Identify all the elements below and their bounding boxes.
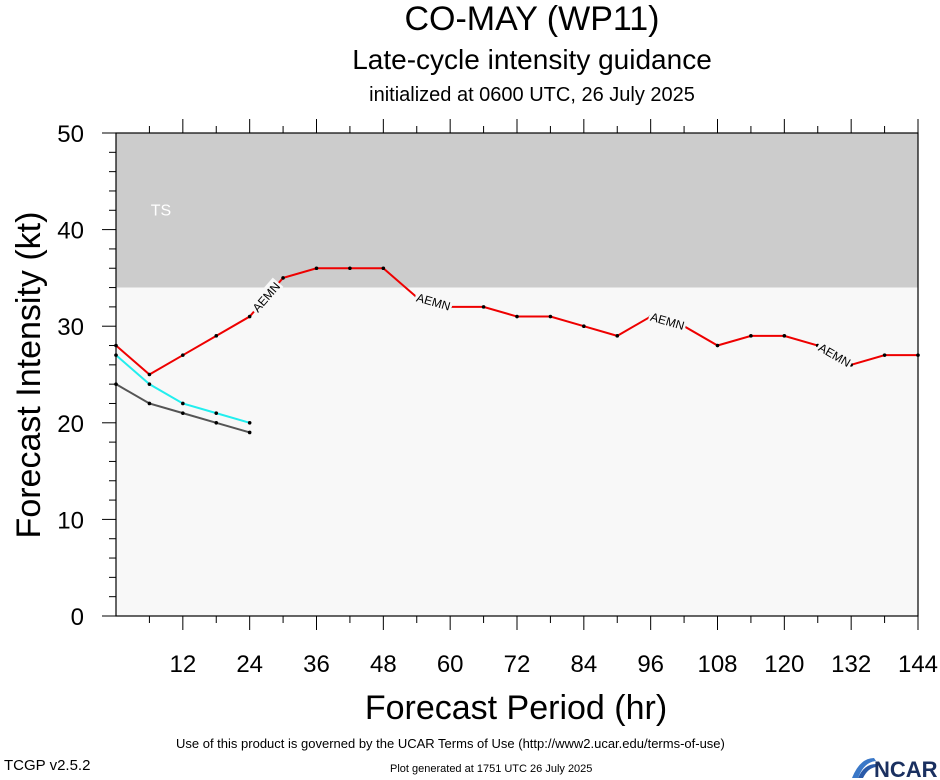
intensity-bands: TS xyxy=(116,133,918,616)
chart-subtitle: Late-cycle intensity guidance xyxy=(352,44,712,75)
x-axis-label: Forecast Period (hr) xyxy=(365,689,667,727)
generated-timestamp: Plot generated at 1751 UTC 26 July 2025 xyxy=(390,763,593,775)
x-tick-label: 108 xyxy=(697,651,737,678)
series-point-1 xyxy=(247,421,252,425)
series-point-2 xyxy=(214,421,219,425)
series-point-0 xyxy=(515,314,519,319)
series-label-bg xyxy=(815,338,855,370)
tick-labels: 0 10 20 30 40 50 12 24 36 48 60 72 84 96 108 120 132 144 xyxy=(57,121,938,678)
series-point-2 xyxy=(147,401,152,406)
x-tick-label: 24 xyxy=(236,651,263,678)
ncar-logo-text: NCAR xyxy=(874,757,938,780)
x-tick-label: 120 xyxy=(764,651,804,678)
x-tick-label: 12 xyxy=(169,651,196,678)
series-point-2 xyxy=(114,382,118,386)
chart-title: CO-MAY (WP11) xyxy=(404,0,660,38)
init-time-line: initialized at 0600 UTC, 26 July 2025 xyxy=(369,84,695,106)
series-lines xyxy=(114,266,920,435)
band-0 xyxy=(116,133,918,288)
series-label-bg xyxy=(413,289,454,314)
series-point-1 xyxy=(114,353,118,357)
y-axis-label: Forecast Intensity (kt) xyxy=(10,212,48,539)
ncar-logo: NCAR xyxy=(852,757,938,780)
y-tick-label: 30 xyxy=(57,314,84,341)
axes-frame xyxy=(102,119,919,630)
band-label: TS xyxy=(151,202,171,219)
terms-of-use-note: Use of this product is governed by the U… xyxy=(176,736,725,751)
series-point-0 xyxy=(247,314,252,319)
band-1 xyxy=(116,287,918,616)
series-point-2 xyxy=(181,411,185,415)
series-point-0 xyxy=(916,353,920,357)
x-tick-label: 60 xyxy=(437,651,464,678)
series-point-1 xyxy=(181,401,185,406)
y-tick-label: 10 xyxy=(57,507,84,534)
series-point-0 xyxy=(615,334,620,338)
series-point-0 xyxy=(782,334,787,338)
series-point-0 xyxy=(481,305,486,309)
series-label-bg xyxy=(247,277,284,316)
series-point-0 xyxy=(348,266,352,271)
series-point-0 xyxy=(181,353,185,357)
series-point-2 xyxy=(247,430,252,435)
series-point-0 xyxy=(715,343,720,348)
series-point-0 xyxy=(214,334,219,338)
version-label: TCGP v2.5.2 xyxy=(4,757,91,774)
y-tick-label: 20 xyxy=(57,411,84,438)
x-tick-label: 132 xyxy=(831,651,871,678)
series-point-0 xyxy=(548,314,553,319)
y-tick-label: 50 xyxy=(57,121,84,148)
series-point-0 xyxy=(582,324,586,329)
y-tick-label: 40 xyxy=(57,218,84,245)
x-tick-label: 96 xyxy=(637,651,664,678)
series-point-1 xyxy=(147,382,152,386)
ncar-wave-icon xyxy=(852,758,876,778)
x-tick-label: 144 xyxy=(898,651,938,678)
series-point-0 xyxy=(381,266,386,271)
x-tick-label: 48 xyxy=(370,651,397,678)
x-tick-label: 72 xyxy=(504,651,531,678)
series-point-0 xyxy=(882,353,887,357)
series-point-0 xyxy=(281,276,285,280)
series-point-0 xyxy=(114,343,118,348)
y-tick-label: 0 xyxy=(71,604,84,631)
series-point-0 xyxy=(147,372,152,377)
series-point-0 xyxy=(749,334,753,338)
series-point-1 xyxy=(214,411,219,415)
x-tick-label: 36 xyxy=(303,651,330,678)
x-tick-label: 84 xyxy=(570,651,597,678)
series-point-0 xyxy=(314,266,319,271)
series-label-bg xyxy=(647,308,688,333)
